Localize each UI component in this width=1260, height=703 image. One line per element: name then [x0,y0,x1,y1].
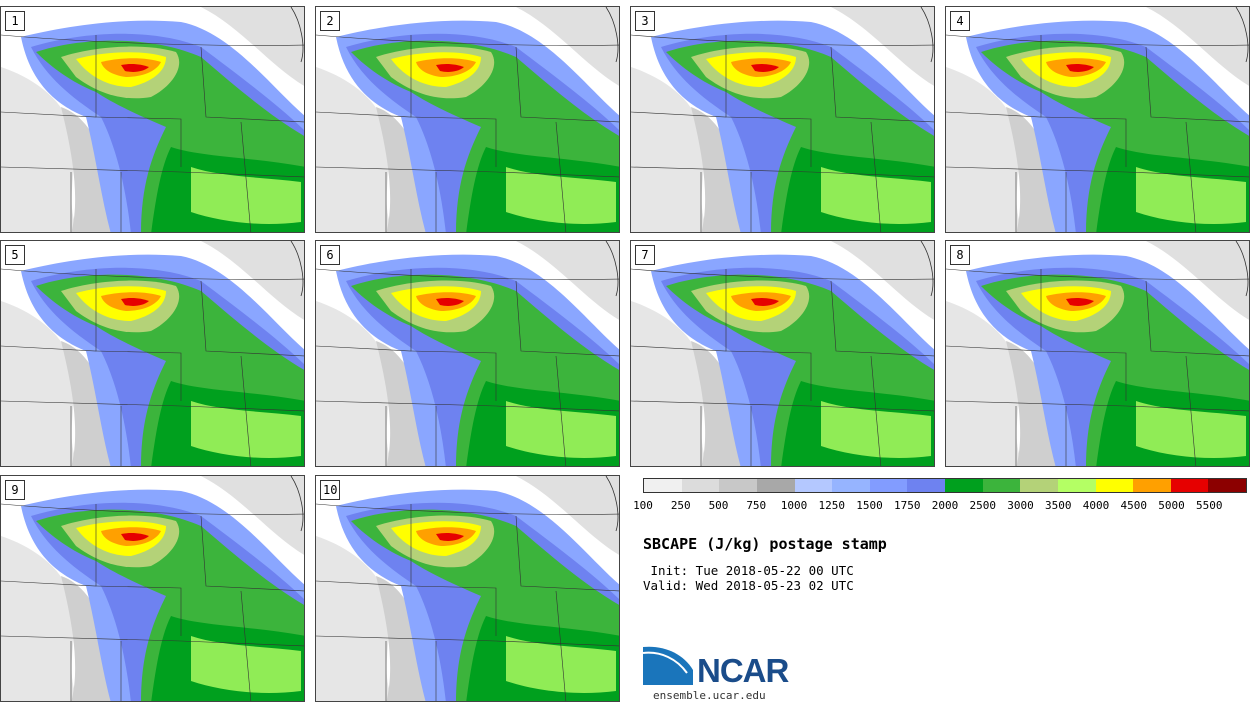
sbcape-map [316,476,620,702]
colorbar-segment [832,479,870,492]
sbcape-map [946,7,1250,233]
colorbar-tick-label: 1000 [780,499,808,512]
colorbar-segment [869,479,908,492]
ncar-logo-icon [643,646,693,685]
panel-number: 5 [5,245,25,265]
colorbar-tick-label: 1500 [856,499,883,512]
colorbar-tick-label: 2500 [969,499,997,512]
colorbar-tick-label: 4500 [1120,499,1148,512]
panel-number: 2 [320,11,340,31]
colorbar-segment [1095,479,1134,492]
sbcape-map [631,241,935,467]
sbcape-map [1,476,305,702]
colorbar-tick-label: 2000 [931,499,959,512]
panel-number: 8 [950,245,970,265]
panel-8: 8 [945,240,1250,467]
panel-9: 9 [0,475,305,702]
panel-7: 7 [630,240,935,467]
sbcape-map [946,241,1250,467]
colorbar-segment [681,479,720,492]
colorbar-tick-label: 750 [746,499,767,512]
plot-title: SBCAPE (J/kg) postage stamp [643,535,887,553]
colorbar-segment [1057,479,1096,492]
colorbar-segment [1020,479,1058,492]
colorbar-tick-label: 250 [670,499,691,512]
panel-2: 2 [315,6,620,233]
panel-number: 6 [320,245,340,265]
colorbar-segment [1170,479,1209,492]
panel-10: 10 [315,475,620,702]
site-url: ensemble.ucar.edu [653,689,766,702]
init-time: Init: Tue 2018-05-22 00 UTC [643,563,854,578]
panel-number: 9 [5,480,25,500]
sbcape-map [1,241,305,467]
panel-number: 4 [950,11,970,31]
colorbar-tick-label: 1750 [894,499,921,512]
colorbar-segment [794,479,833,492]
colorbar-tick-label: 5500 [1196,499,1223,512]
colorbar-tick-label: 3000 [1007,499,1034,512]
colorbar-ticks: 100 250 500 750 1000 1250 1500 1750 2000 2500 3000… [633,499,1247,513]
sbcape-map [316,7,620,233]
valid-time: Valid: Wed 2018-05-23 02 UTC [643,578,854,593]
panel-6: 6 [315,240,620,467]
panel-number: 7 [635,245,655,265]
colorbar-tick-label: 100 [633,499,653,512]
panel-number: 3 [635,11,655,31]
colorbar [643,478,1247,493]
colorbar-tick-label: 1250 [818,499,846,512]
colorbar-segment [907,479,945,492]
colorbar-segment [644,479,682,492]
ncar-logo-text: NCAR [697,652,789,689]
colorbar-segment [1133,479,1171,492]
colorbar-segment [756,479,795,492]
colorbar-segment [982,479,1021,492]
colorbar-tick-label: 3500 [1045,499,1072,512]
panel-5: 5 [0,240,305,467]
panel-1: 1 [0,6,305,233]
sbcape-map [1,7,305,233]
sbcape-map [631,7,935,233]
colorbar-segment [719,479,757,492]
panel-number: 1 [5,11,25,31]
colorbar-tick-label: 500 [708,499,729,512]
panel-3: 3 [630,6,935,233]
panel-4: 4 [945,6,1250,233]
panel-number: 10 [320,480,341,500]
colorbar-tick-label: 4000 [1082,499,1110,512]
colorbar-tick-label: 5000 [1158,499,1185,512]
colorbar-segment [945,479,983,492]
sbcape-map [316,241,620,467]
colorbar-segment [1208,479,1246,492]
